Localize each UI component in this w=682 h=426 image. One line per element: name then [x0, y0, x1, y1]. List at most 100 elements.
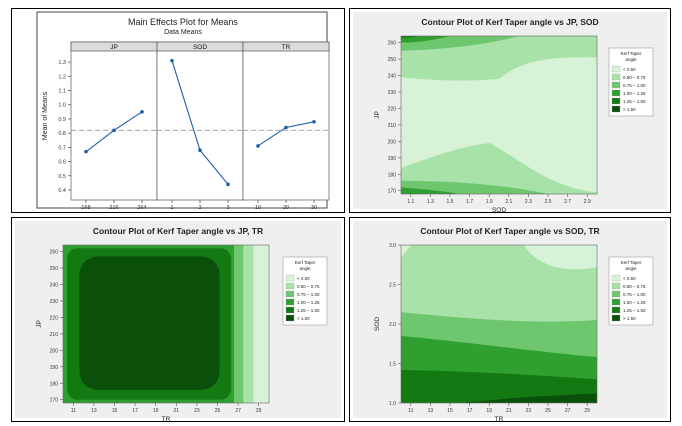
x-tick-label: 2.9	[584, 199, 591, 205]
contour-region-level-4	[401, 36, 450, 43]
x-tick-label: 11	[71, 408, 76, 414]
contour-region-level-5	[401, 36, 421, 38]
y-tick-label: 220	[388, 106, 397, 112]
contour-regions	[401, 36, 597, 194]
legend-entry: < 0.50	[623, 67, 636, 72]
legend-entry: 1.00 – 1.25	[623, 91, 646, 96]
x-tick-label: 216	[109, 205, 118, 211]
plot-frame	[400, 35, 598, 195]
y-axis-label: Mean of Means	[42, 91, 49, 140]
x-tick-label: 10	[255, 205, 261, 211]
legend-entry: 0.50 – 0.75	[297, 284, 320, 289]
y-tick-label: 190	[388, 156, 397, 162]
cell-border	[349, 8, 671, 213]
legend-swatch	[611, 274, 621, 282]
legend-swatch	[611, 81, 621, 89]
contour-region-level-5	[401, 369, 597, 403]
y-tick-label: 3.0	[389, 243, 396, 249]
x-tick-label: 1.9	[486, 199, 493, 205]
y-tick-label: 180	[50, 381, 59, 387]
y-tick-label: 0.4	[58, 188, 66, 194]
data-point	[170, 58, 174, 63]
data-point	[84, 149, 88, 154]
x-tick-label: 29	[584, 408, 590, 414]
legend-swatch	[285, 298, 295, 306]
legend-swatch	[285, 314, 295, 322]
plot-frame	[62, 244, 270, 404]
legend-entry: 0.50 – 0.75	[623, 75, 646, 80]
legend-swatch	[285, 290, 295, 298]
legend-title-line: angle	[625, 57, 637, 62]
effect-panel-sod	[156, 41, 244, 201]
legend-swatch	[611, 73, 621, 81]
legend-entry: > 1.50	[297, 316, 310, 321]
legend-entry: 1.25 – 1.50	[623, 99, 646, 104]
chart-title: Contour Plot of Kerf Taper angle vs JP, …	[93, 226, 263, 236]
chart-title: Main Effects Plot for Means	[128, 17, 238, 27]
y-axis-label: SOD	[374, 317, 381, 331]
x-tick-label: 1.7	[466, 199, 473, 205]
y-tick-label: 230	[50, 299, 59, 305]
chart-title: Contour Plot of Kerf Taper angle vs SOD,…	[420, 226, 599, 236]
x-tick-label: 2	[198, 205, 201, 211]
x-tick-label: 21	[174, 408, 180, 414]
main-effects-panel: Main Effects Plot for Means Data Means Mea…	[11, 8, 345, 213]
legend-entry: > 1.50	[623, 107, 636, 112]
y-axis-label: JP	[374, 111, 381, 119]
x-tick-label: 15	[112, 408, 118, 414]
y-tick-label: 2.0	[389, 322, 396, 328]
y-tick-label: 1.1	[58, 89, 66, 95]
contour-jp-sod-panel: Contour Plot of Kerf Taper angle vs JP, …	[349, 8, 671, 213]
legend-swatch	[611, 89, 621, 97]
y-axis-label: JP	[36, 320, 43, 328]
y-tick-label: 0.6	[58, 160, 66, 166]
y-tick-label: 210	[388, 123, 397, 129]
contour-region-level-3	[401, 180, 548, 194]
legend-entry: 0.75 – 1.00	[297, 292, 320, 297]
cell-border	[349, 217, 671, 422]
y-tick-label: 0.8	[58, 131, 66, 137]
cell-border	[11, 217, 345, 422]
contour-region-level-2	[401, 142, 597, 194]
legend-entry: 0.50 – 0.75	[623, 284, 646, 289]
legend-title-line: angle	[625, 266, 637, 271]
x-tick-label: 264	[137, 205, 146, 211]
y-tick-label: 200	[388, 139, 397, 145]
contour-jp-tr-panel: Contour Plot of Kerf Taper angle vs JP, …	[11, 217, 345, 422]
x-tick-label: 1.1	[407, 199, 414, 205]
y-tick-label: 240	[388, 74, 397, 80]
x-tick-label: 168	[81, 205, 90, 211]
contour-sod-tr-panel: Contour Plot of Kerf Taper angle vs SOD,…	[349, 217, 671, 422]
x-tick-label: 2.5	[545, 199, 552, 205]
main-effects-chart: Main Effects Plot for Means Data Means Mea…	[11, 8, 345, 213]
contour-jp-sod-chart: Contour Plot of Kerf Taper angle vs JP, …	[349, 8, 671, 213]
legend-entry: 1.00 – 1.25	[297, 300, 320, 305]
x-tick-label: 13	[428, 408, 434, 414]
y-tick-label: 200	[50, 348, 59, 354]
y-tick-label: 240	[50, 283, 59, 289]
x-tick-label: 27	[235, 408, 241, 414]
legend-title-line: angle	[299, 266, 311, 271]
legend-entry: < 0.50	[297, 276, 310, 281]
y-tick-label: 260	[50, 250, 59, 256]
legend-entry: 0.75 – 1.00	[623, 292, 646, 297]
data-point	[256, 144, 260, 148]
y-tick-label: 1.3	[58, 60, 66, 66]
legend-entry: 1.25 – 1.50	[297, 308, 320, 313]
legend-entry: 0.75 – 1.00	[623, 83, 646, 88]
x-tick-label: 17	[467, 408, 473, 414]
effect-panel-jp	[70, 41, 158, 201]
x-tick-label: 23	[194, 408, 200, 414]
x-tick-label: 11	[408, 408, 413, 414]
legend-swatch	[611, 65, 621, 73]
x-tick-label: 30	[311, 205, 317, 211]
contour-jp-tr-chart: Contour Plot of Kerf Taper angle vs JP, …	[11, 217, 345, 422]
effect-panel-tr	[242, 41, 330, 201]
legend-title-line: Kerf Taper	[295, 260, 316, 265]
x-tick-label: 29	[256, 408, 262, 414]
x-tick-label: 13	[91, 408, 97, 414]
x-tick-label: 1	[170, 205, 173, 211]
legend-swatch	[611, 105, 621, 113]
